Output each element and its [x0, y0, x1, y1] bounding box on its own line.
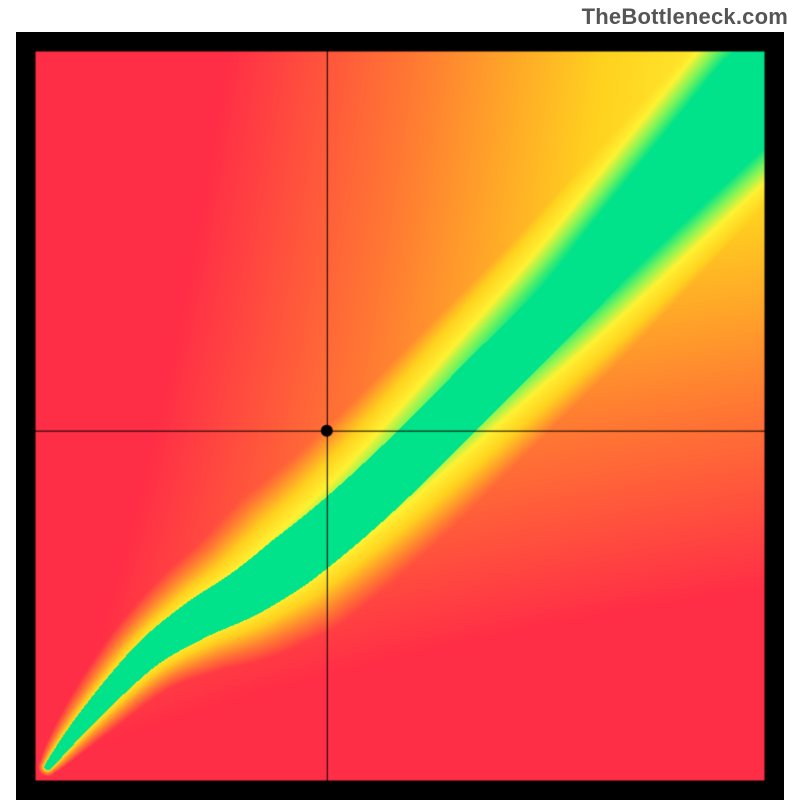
watermark: TheBottleneck.com: [582, 4, 788, 30]
bottleneck-heatmap: [16, 32, 784, 800]
